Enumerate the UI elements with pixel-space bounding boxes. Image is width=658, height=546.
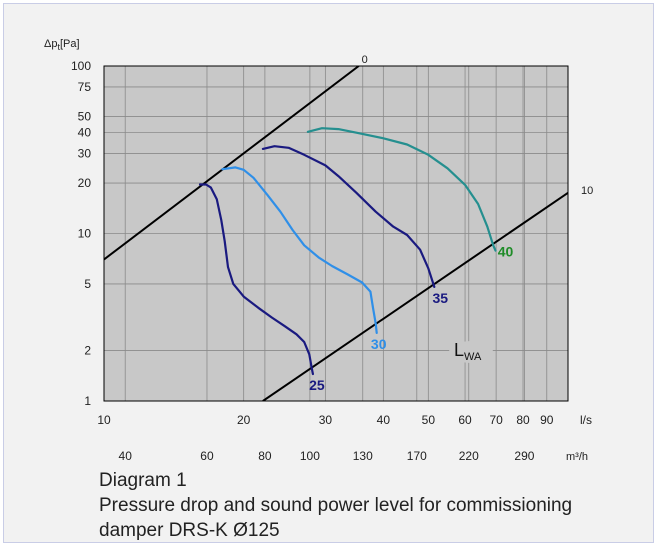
series-line-25 (198, 183, 314, 376)
series-label-40: 40 (498, 244, 514, 260)
y-tick-label: 75 (78, 80, 92, 94)
series-label-30: 30 (371, 336, 387, 352)
reference-label-0: 0 (362, 54, 368, 66)
caption-line-3: damper DRS-K Ø125 (99, 520, 280, 541)
y-axis-title: Δpt[Pa] (44, 38, 80, 52)
y-tick-label: 1 (84, 394, 91, 408)
caption-line-2: Pressure drop and sound power level for … (99, 495, 573, 516)
x-tick-label: 10 (97, 413, 111, 427)
lwa-label-bg (449, 341, 493, 363)
x-tick-label: 60 (458, 413, 472, 427)
figure-caption: Diagram 1 Pressure drop and sound power … (99, 468, 644, 543)
lwa-label: LWA (454, 340, 482, 363)
series-label-25: 25 (309, 377, 325, 393)
x-tick-label-m3h: 220 (459, 449, 479, 463)
series-line-35 (261, 145, 436, 288)
x-tick-label-m3h: 290 (514, 449, 534, 463)
plot-border (103, 65, 569, 402)
x-tick-label-m3h: 130 (353, 449, 373, 463)
series-lines (198, 127, 497, 376)
x-tick-label: 20 (237, 413, 251, 427)
x-tick-label-m3h: 40 (119, 449, 133, 463)
x-tick-label-m3h: 60 (200, 449, 214, 463)
x-tick-label-m3h: 80 (258, 449, 272, 463)
y-tick-label: 20 (78, 176, 92, 190)
y-tick-label: 10 (78, 227, 92, 241)
x-tick-label: 70 (489, 413, 503, 427)
x-unit-ls: l/s (580, 413, 592, 427)
caption-title: Diagram 1 (99, 470, 187, 491)
x-tick-label: 30 (319, 413, 333, 427)
x-tick-label: 50 (422, 413, 436, 427)
reference-label-10: 10 (581, 185, 593, 197)
x-tick-label-m3h: 170 (407, 449, 427, 463)
series-line-40 (306, 127, 497, 252)
reference-line-10 (262, 191, 568, 401)
reference-line-0 (104, 66, 360, 261)
y-tick-label: 40 (78, 126, 92, 140)
x-unit-m3h: m³/h (566, 451, 588, 463)
y-tick-label: 2 (84, 344, 91, 358)
y-tick-label: 100 (71, 59, 91, 73)
y-tick-label: 50 (78, 109, 92, 123)
y-tick-label: 5 (84, 277, 91, 291)
y-tick-label: 30 (78, 147, 92, 161)
x-tick-label: 90 (540, 413, 554, 427)
reference-lines (104, 66, 568, 401)
x-tick-label: 80 (516, 413, 530, 427)
x-tick-label: 40 (377, 413, 391, 427)
x-tick-label-m3h: 100 (300, 449, 320, 463)
series-label-35: 35 (432, 290, 448, 306)
series-line-30 (221, 166, 378, 334)
